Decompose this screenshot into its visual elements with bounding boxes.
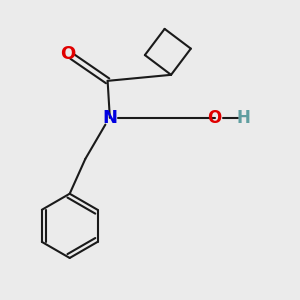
Text: O: O <box>208 109 222 127</box>
Text: N: N <box>102 109 117 127</box>
Text: O: O <box>60 45 75 63</box>
Text: H: H <box>237 109 250 127</box>
